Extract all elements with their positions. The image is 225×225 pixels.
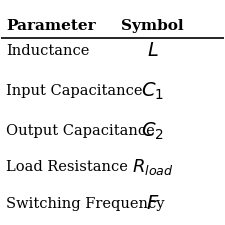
Text: $\mathit{F}$: $\mathit{F}$: [146, 195, 159, 213]
Text: Parameter: Parameter: [6, 19, 95, 33]
Text: $\mathit{L}$: $\mathit{L}$: [147, 42, 158, 60]
Text: $\mathit{C}_{1}$: $\mathit{C}_{1}$: [141, 81, 164, 102]
Text: Inductance: Inductance: [6, 44, 89, 58]
Text: Load Resistance: Load Resistance: [6, 160, 128, 174]
Text: Output Capacitance: Output Capacitance: [6, 124, 155, 138]
Text: Switching Frequency: Switching Frequency: [6, 197, 164, 211]
Text: $\mathit{C}_{2}$: $\mathit{C}_{2}$: [141, 121, 164, 142]
Text: Input Capacitance: Input Capacitance: [6, 84, 142, 98]
Text: Symbol: Symbol: [121, 19, 184, 33]
Text: $\mathit{R}_{\mathit{load}}$: $\mathit{R}_{\mathit{load}}$: [132, 157, 173, 177]
